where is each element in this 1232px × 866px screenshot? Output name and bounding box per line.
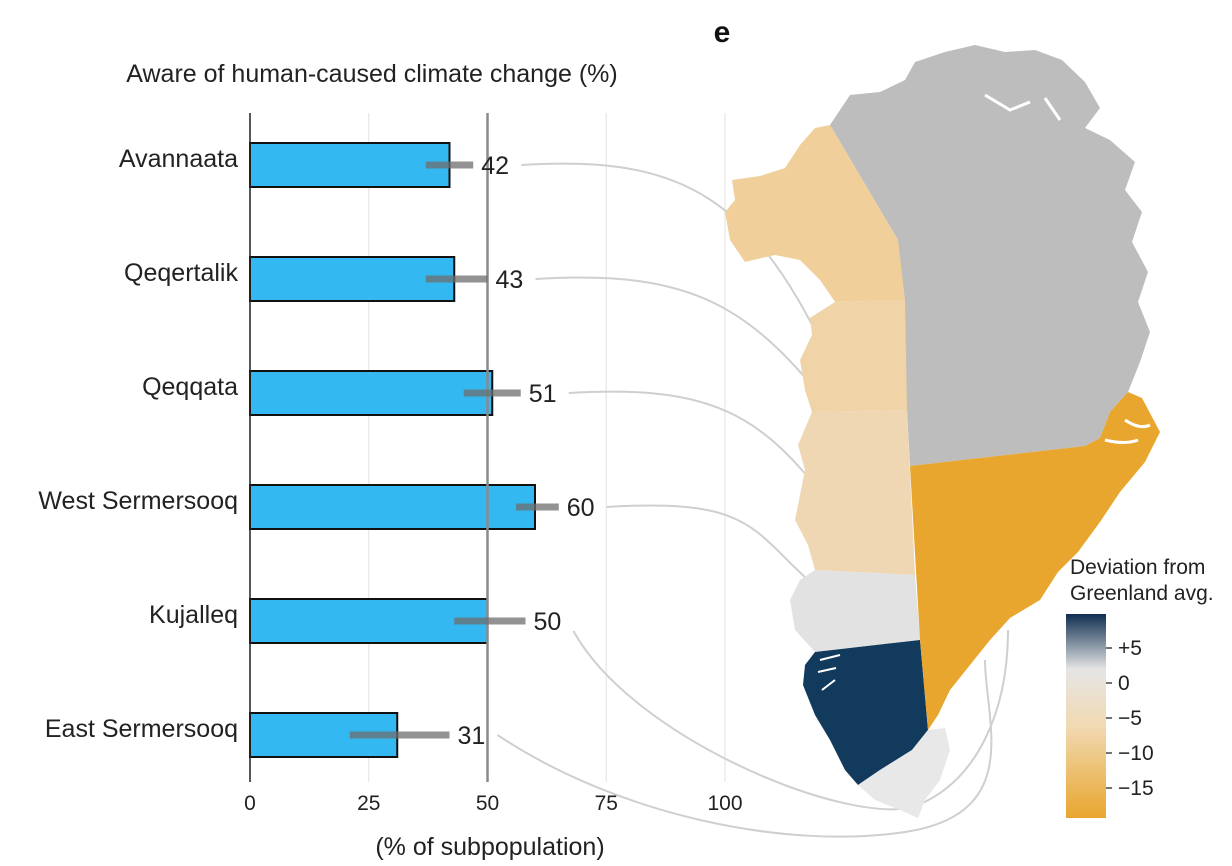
x-axis-label: (% of subpopulation) bbox=[375, 833, 604, 861]
legend-ticks: +5 0 −5 −10 −15 bbox=[1106, 637, 1154, 800]
value-labels: 42 43 51 60 50 31 bbox=[458, 152, 595, 750]
connector-kujalleq bbox=[572, 629, 1009, 811]
value-label-east-sermersooq: 31 bbox=[458, 722, 486, 750]
legend-tick-label-2: −5 bbox=[1118, 707, 1142, 730]
x-tick-label-100: 100 bbox=[707, 792, 742, 815]
map-region-kujalleq bbox=[803, 640, 928, 785]
map-region-avannaata bbox=[725, 125, 905, 302]
category-label-qeqertalik: Qeqertalik bbox=[124, 259, 238, 287]
greenland-map bbox=[725, 45, 1160, 818]
color-legend: Deviation from Greenland avg. +5 0 −5 −10 −1… bbox=[1066, 556, 1214, 818]
map-region-west-sermersooq bbox=[790, 570, 920, 652]
x-tick-label-75: 75 bbox=[595, 792, 618, 815]
value-label-kujalleq: 50 bbox=[534, 608, 562, 636]
map-region-north bbox=[830, 45, 1150, 466]
map-region-east-sermersooq bbox=[910, 392, 1160, 730]
connector-qeqertalik bbox=[535, 276, 833, 411]
map-region-qeqertalik bbox=[800, 300, 907, 412]
value-label-qeqertalik: 43 bbox=[496, 266, 524, 294]
bar-west-sermersooq bbox=[249, 484, 536, 530]
map-region-qeqqata bbox=[795, 410, 915, 575]
connector-avannaata bbox=[521, 162, 836, 373]
x-tick-label-0: 0 bbox=[244, 792, 256, 815]
category-label-west-sermersooq: West Sermersooq bbox=[38, 487, 238, 515]
connector-east-sermersooq bbox=[496, 659, 993, 838]
error-bars bbox=[349, 161, 559, 739]
legend-tick-label-1: 0 bbox=[1118, 672, 1130, 695]
map-fjords-east bbox=[1104, 418, 1151, 444]
category-label-qeqqata: Qeqqata bbox=[142, 373, 238, 401]
legend-tick-label-4: −15 bbox=[1118, 777, 1154, 800]
category-label-avannaata: Avannaata bbox=[119, 145, 238, 173]
map-connector-lines bbox=[496, 162, 1009, 838]
bar-avannaata bbox=[249, 142, 451, 188]
grid-lines bbox=[368, 113, 726, 782]
legend-tick-label-3: −10 bbox=[1118, 742, 1154, 765]
connector-west-sermersooq bbox=[606, 504, 831, 599]
map-fjords-south bbox=[817, 654, 841, 691]
x-tick-label-50: 50 bbox=[476, 792, 499, 815]
bars bbox=[249, 142, 536, 758]
panel-label: e bbox=[714, 16, 731, 49]
bar-kujalleq bbox=[249, 598, 489, 644]
legend-title-line1: Deviation from bbox=[1070, 556, 1205, 579]
value-label-avannaata: 42 bbox=[481, 152, 509, 180]
map-region-southeast bbox=[858, 728, 950, 818]
chart-title: Aware of human-caused climate change (%) bbox=[126, 60, 617, 88]
category-label-east-sermersooq: East Sermersooq bbox=[45, 715, 238, 743]
category-label-kujalleq: Kujalleq bbox=[149, 601, 238, 629]
value-label-west-sermersooq: 60 bbox=[567, 494, 595, 522]
bar-qeqqata bbox=[249, 370, 494, 416]
x-tick-label-25: 25 bbox=[357, 792, 380, 815]
map-fjords-north bbox=[984, 93, 1062, 121]
value-label-qeqqata: 51 bbox=[529, 380, 557, 408]
legend-color-bar bbox=[1066, 614, 1106, 818]
legend-title-line2: Greenland avg. bbox=[1070, 582, 1214, 605]
category-labels: Avannaata Qeqertalik Qeqqata West Sermersoo… bbox=[38, 145, 238, 743]
x-tick-labels: 0 25 50 75 100 bbox=[244, 792, 742, 815]
bar-qeqertalik bbox=[249, 256, 456, 302]
legend-tick-label-0: +5 bbox=[1118, 637, 1142, 660]
